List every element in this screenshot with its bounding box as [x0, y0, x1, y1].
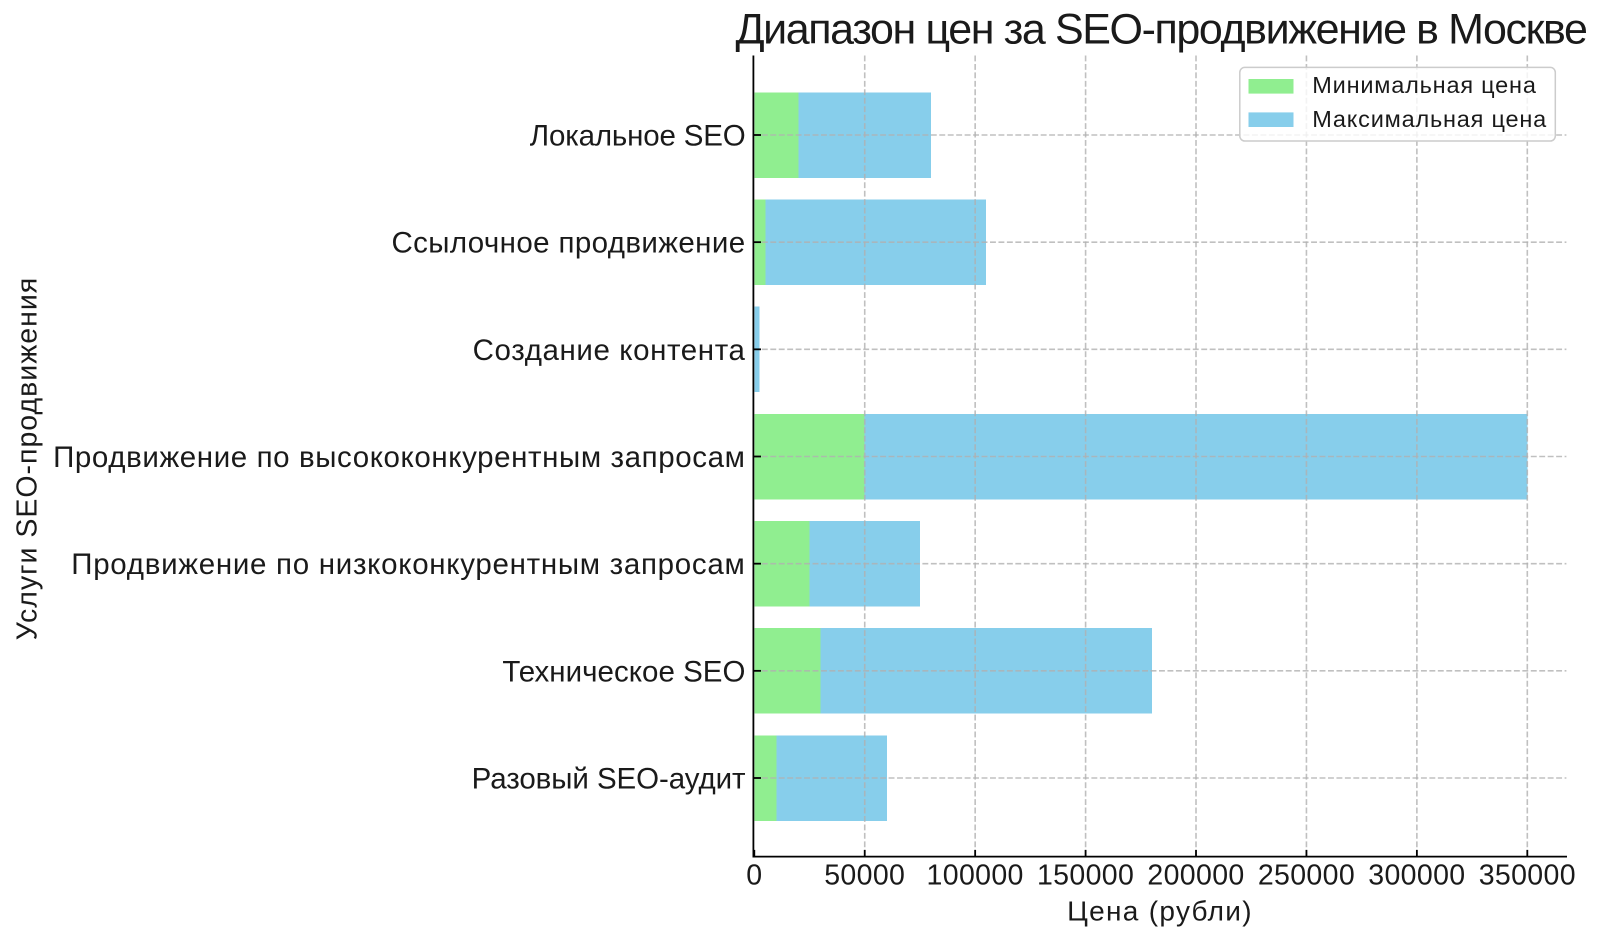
svg-text:Максимальная цена: Максимальная цена — [1312, 106, 1547, 132]
svg-text:300000: 300000 — [1368, 860, 1465, 892]
svg-text:350000: 350000 — [1479, 860, 1576, 892]
svg-text:150000: 150000 — [1037, 860, 1134, 892]
svg-text:200000: 200000 — [1147, 860, 1244, 892]
svg-text:Услуги SEO-продвижения: Услуги SEO-продвижения — [12, 277, 44, 640]
svg-text:Техническое SEO: Техническое SEO — [502, 655, 745, 688]
svg-text:Локальное SEO: Локальное SEO — [530, 120, 746, 153]
svg-text:Разовый SEO-аудит: Разовый SEO-аудит — [472, 763, 746, 796]
svg-text:Продвижение по низкоконкурентн: Продвижение по низкоконкурентным запроса… — [71, 548, 745, 581]
svg-text:Ссылочное продвижение: Ссылочное продвижение — [391, 227, 745, 260]
svg-text:Минимальная цена: Минимальная цена — [1312, 72, 1537, 98]
svg-text:Создание контента: Создание контента — [473, 334, 746, 367]
svg-text:Цена (рубли): Цена (рубли) — [1067, 896, 1253, 927]
svg-text:0: 0 — [746, 860, 762, 892]
svg-text:100000: 100000 — [927, 860, 1024, 892]
svg-text:50000: 50000 — [824, 860, 905, 892]
svg-text:Диапазон цен за SEO-продвижени: Диапазон цен за SEO-продвижение в Москве — [735, 6, 1586, 54]
svg-text:250000: 250000 — [1258, 860, 1355, 892]
svg-text:Продвижение по высококонкурент: Продвижение по высококонкурентным запрос… — [53, 441, 745, 474]
